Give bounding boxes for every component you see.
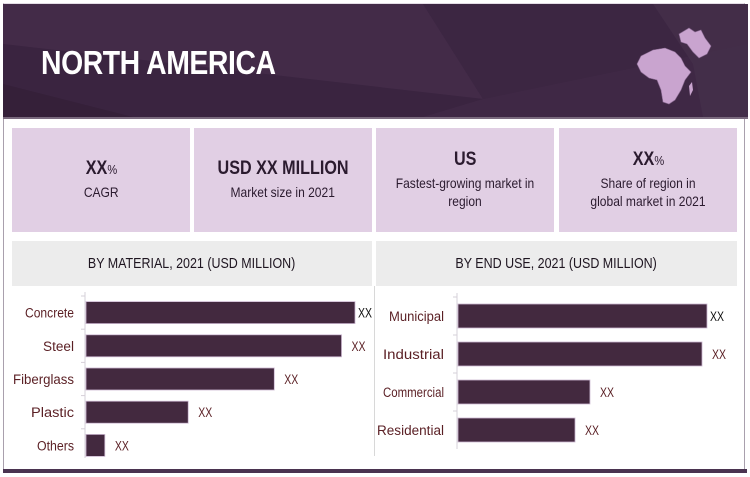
material-chart-title: BY MATERIAL, 2021 (USD MILLION) [12,241,372,286]
end-use-chart-title: BY END USE, 2021 (USD MILLION) [376,241,737,286]
category-label-commercial: Commercial [383,385,444,400]
bar-others [85,433,106,457]
infographic-frame [3,3,745,471]
category-label-municipal: Municipal [389,309,444,324]
header-background-pattern [3,4,748,117]
stat-label: Fastest-growing market in region [395,175,535,210]
bar-industrial [457,341,703,367]
data-label-residential: XX [585,423,599,438]
frame-bottom-border [3,469,747,473]
data-label-others: XX [115,438,129,453]
category-label-steel: Steel [43,339,74,354]
stat-value: US [453,149,477,171]
stat-card-cagr: XX% CAGR [12,128,190,232]
bar-residential [457,417,576,443]
data-label-industrial: XX [712,347,726,362]
stat-unit: % [653,153,664,169]
category-label-industrial: Industrial [383,347,444,362]
stat-value: XX [632,149,654,171]
stat-card-regional-share: XX% Share of region in global market in … [559,128,737,232]
stat-label: Market size in 2021 [230,184,336,201]
category-label-concrete: Concrete [25,306,74,321]
data-label-commercial: XX [600,385,614,400]
material-bar-chart: Concrete XX Steel XX Fiberglass XX Plastic XX Ot… [13,292,372,458]
data-label-steel: XX [352,339,366,354]
bar-concrete [85,301,356,325]
category-label-residential: Residential [377,423,444,438]
bar-fiberglass [85,367,275,391]
data-label-concrete: XX [358,306,372,321]
section-divider [374,286,375,456]
bar-municipal [457,303,708,329]
header-divider [3,117,748,119]
end-use-bar-chart: Municipal XX Industrial XX Commercial XX Resid… [377,293,726,449]
bar-plastic [85,400,189,424]
stat-card-market-size: USD XX MILLION Market size in 2021 [194,128,372,232]
stat-value: XX [85,158,107,180]
stat-label: Share of region in global market in 2021 [590,175,706,210]
region-title: NORTH AMERICA [41,44,276,81]
category-label-others: Others [37,438,74,453]
bar-steel [85,334,342,358]
stat-value: USD XX MILLION [217,158,349,180]
data-label-fiberglass: XX [284,372,298,387]
stat-card-fastest-growing: US Fastest-growing market in region [376,128,554,232]
category-label-plastic: Plastic [31,405,74,420]
bar-commercial [457,379,591,405]
stat-label: CAGR [83,184,119,201]
data-label-municipal: XX [710,309,724,324]
header-banner: NORTH AMERICA [3,4,748,117]
category-label-fiberglass: Fiberglass [13,372,74,387]
stat-unit: % [106,162,117,178]
africa-middle-east-map-icon [636,27,712,105]
data-label-plastic: XX [198,405,212,420]
